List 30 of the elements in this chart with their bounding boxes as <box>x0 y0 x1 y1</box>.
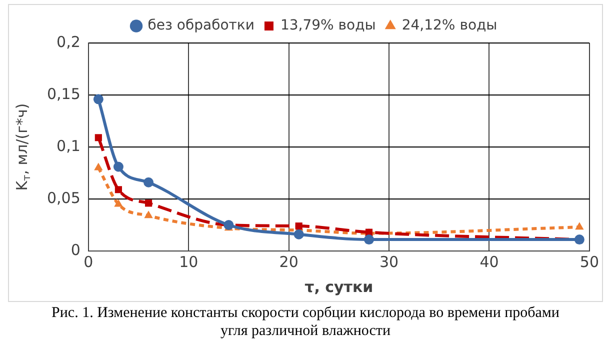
x-tick-label: 30 <box>379 252 399 271</box>
point <box>114 186 122 194</box>
point <box>113 162 124 172</box>
legend-label: без обработки <box>148 18 254 34</box>
y-tick-label: 0,1 <box>56 136 80 155</box>
y-tick-label: 0,15 <box>46 84 80 103</box>
legend-label: 24,12% воды <box>402 18 498 34</box>
point <box>144 210 153 218</box>
x-tick-label: 50 <box>580 252 600 271</box>
legend-label: 13,79% воды <box>280 18 376 34</box>
y-tick-label: 0,05 <box>46 188 80 207</box>
point <box>144 200 152 207</box>
x-axis-title: τ, сутки <box>304 278 374 296</box>
point <box>294 229 304 240</box>
x-tick-label: 20 <box>279 252 298 271</box>
point <box>575 222 584 230</box>
point <box>144 177 154 188</box>
point <box>364 234 374 245</box>
point <box>94 162 103 170</box>
y-tick-label: 0,2 <box>56 32 80 51</box>
point <box>295 222 302 230</box>
point <box>93 94 104 104</box>
point <box>114 199 123 207</box>
y-axis-title: Kт, мл/(г*ч) <box>12 103 34 191</box>
y-tick-label: 0 <box>70 240 80 259</box>
x-tick-label: 0 <box>84 252 94 271</box>
text: Рис. 1. Изменение константы скорости сорбции кислорода во времени пробами угля различной влажности <box>50 304 560 340</box>
point <box>94 134 102 142</box>
x-tick-label: 10 <box>179 252 198 271</box>
x-tick-label: 40 <box>480 252 499 271</box>
